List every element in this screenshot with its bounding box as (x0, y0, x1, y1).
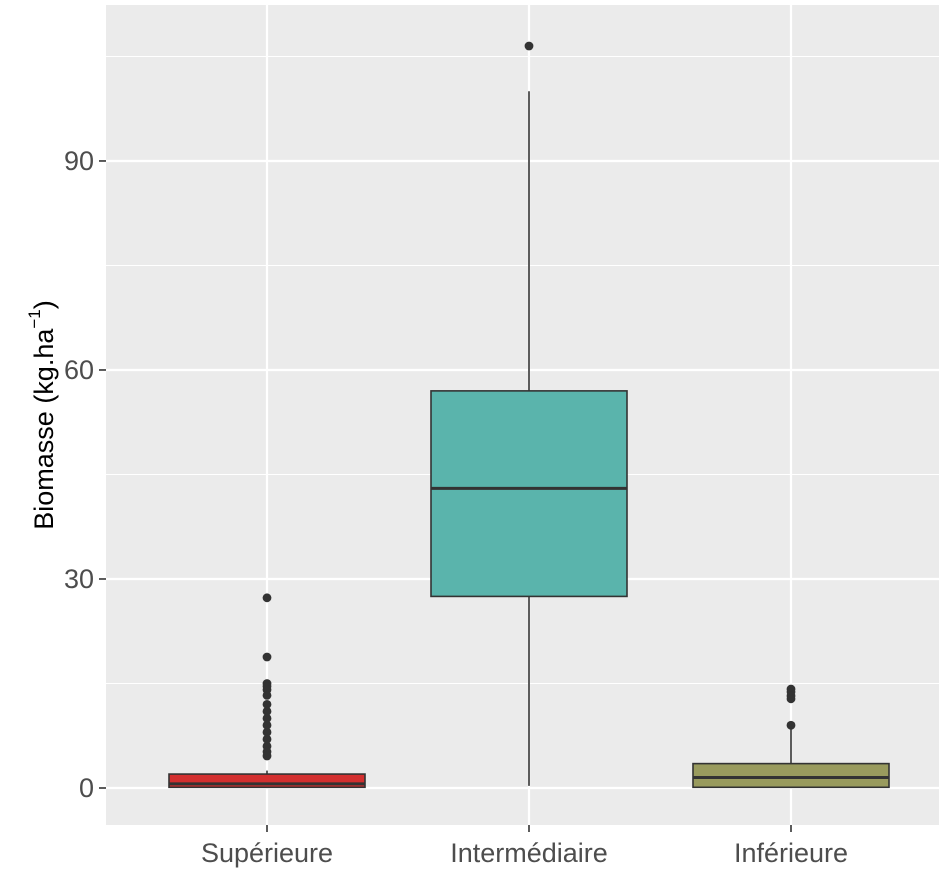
x-tick-label: Intermédiaire (450, 838, 608, 868)
outlier-point (262, 690, 272, 700)
outlier-point (262, 699, 272, 709)
y-tick-label: 90 (64, 146, 94, 176)
y-tick-label: 30 (64, 564, 94, 594)
x-tick-label: Inférieure (734, 838, 848, 868)
y-axis-title-end: ) (29, 300, 59, 309)
y-axis-title: Biomasse (kg.ha−1) (25, 300, 59, 529)
y-axis-title-main: Biomasse (kg.ha (29, 328, 59, 530)
x-axis: Supérieure Intermédiaire Inférieure (201, 825, 848, 868)
y-axis-title-sup: −1 (25, 309, 44, 328)
x-tick-label: Supérieure (201, 838, 333, 868)
y-axis: 0 30 60 90 (64, 146, 106, 803)
outlier-point (262, 713, 272, 723)
box-intermédiaire (430, 41, 628, 786)
y-tick-label: 0 (79, 773, 94, 803)
outlier-point (262, 727, 272, 737)
outlier-point (786, 694, 796, 704)
box-body (430, 390, 628, 598)
outlier-point (262, 652, 272, 662)
outlier-point (262, 706, 272, 716)
box-supérieure (168, 593, 366, 789)
outlier-point (262, 751, 272, 761)
outlier-point (786, 720, 796, 730)
box-inférieure (692, 684, 890, 789)
y-tick-label: 60 (64, 355, 94, 385)
outlier-point (262, 720, 272, 730)
box-body (692, 762, 890, 789)
outlier-point (524, 41, 534, 51)
outlier-point (262, 734, 272, 744)
box-series (168, 41, 890, 789)
outlier-point (262, 593, 272, 603)
